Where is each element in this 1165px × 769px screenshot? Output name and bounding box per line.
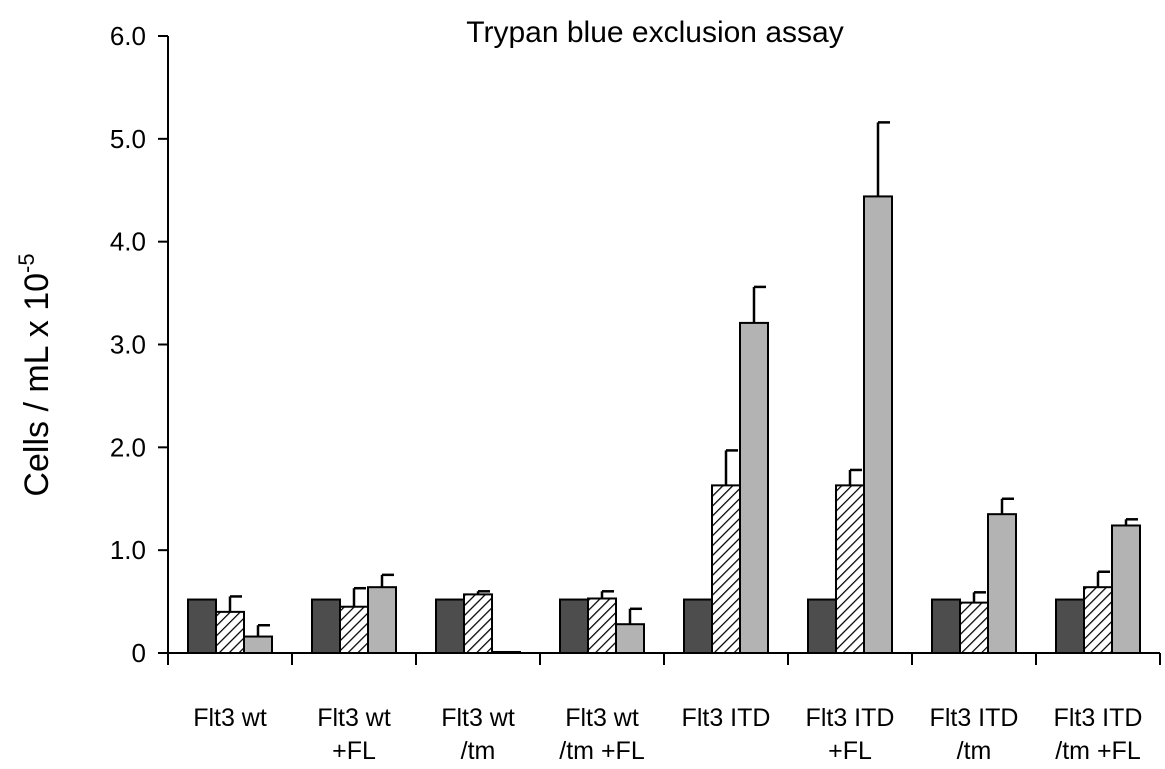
bar-dark (559, 598, 589, 655)
bar-gray (491, 650, 521, 655)
bar-dark (807, 598, 837, 655)
bar-hatched (587, 597, 617, 655)
category-label: Flt3 ITD (930, 704, 1019, 732)
bar-gray (615, 623, 645, 654)
bar-gray (987, 513, 1017, 654)
y-tick-label: 3.0 (110, 330, 146, 360)
category-labels: Flt3 wt Flt3 wt +FL Flt3 wt/tm Flt3 wt/tm +F… (193, 704, 1142, 765)
bar-dark (683, 598, 713, 655)
bar-hatched (463, 593, 493, 655)
bar-dark (435, 598, 465, 655)
category-label: Flt3 ITD (806, 704, 895, 732)
bar-series (187, 195, 1141, 655)
category-label: /tm (461, 737, 496, 765)
svg-text:Cells / mL x 10-5: Cells / mL x 10-5 (14, 253, 56, 496)
bar-gray (739, 321, 769, 654)
bar-gray (243, 635, 273, 655)
category-label: Flt3 wt (565, 704, 639, 732)
category-label: Flt3 ITD (1054, 704, 1143, 732)
bar-hatched (711, 484, 741, 654)
category-label: Flt3 ITD (682, 704, 771, 732)
bar-gray (863, 195, 893, 654)
y-tick-label: 6.0 (110, 21, 146, 51)
x-axis (167, 652, 1161, 665)
bar-dark (931, 598, 961, 655)
category-label: /tm +FL (559, 737, 645, 765)
y-tick-label: 1.0 (110, 535, 146, 565)
y-axis-label-text: Cells / mL x 10 (18, 273, 56, 497)
bar-gray (367, 586, 397, 654)
y-tick-label: 2.0 (110, 432, 146, 462)
y-tick-label: 0 (132, 638, 146, 668)
y-tick-label: 5.0 (110, 124, 146, 154)
category-label: Flt3 wt (193, 704, 267, 732)
bar-gray (1111, 524, 1141, 655)
chart-title: Trypan blue exclusion assay (466, 16, 843, 49)
bar-hatched (959, 601, 989, 655)
bar-dark (311, 598, 341, 655)
bar-hatched (215, 610, 245, 654)
y-axis-label-exponent: -5 (14, 253, 39, 273)
y-axis: 0 1.0 2.0 3.0 4.0 5.0 6.0 (110, 21, 169, 668)
bar-dark (1055, 598, 1085, 655)
error-bars (228, 121, 1138, 637)
category-label: /tm (957, 737, 992, 765)
bar-dark (187, 598, 217, 655)
category-label: /tm +FL (1055, 737, 1141, 765)
category-label: +FL (332, 737, 376, 765)
category-label: Flt3 wt (317, 704, 391, 732)
y-tick-label: 4.0 (110, 227, 146, 257)
category-label: +FL (828, 737, 872, 765)
category-label: Flt3 wt (441, 704, 515, 732)
bar-hatched (1083, 586, 1113, 654)
bar-hatched (339, 605, 369, 654)
y-axis-label: Cells / mL x 10-5 (14, 253, 56, 496)
bar-hatched (835, 484, 865, 654)
